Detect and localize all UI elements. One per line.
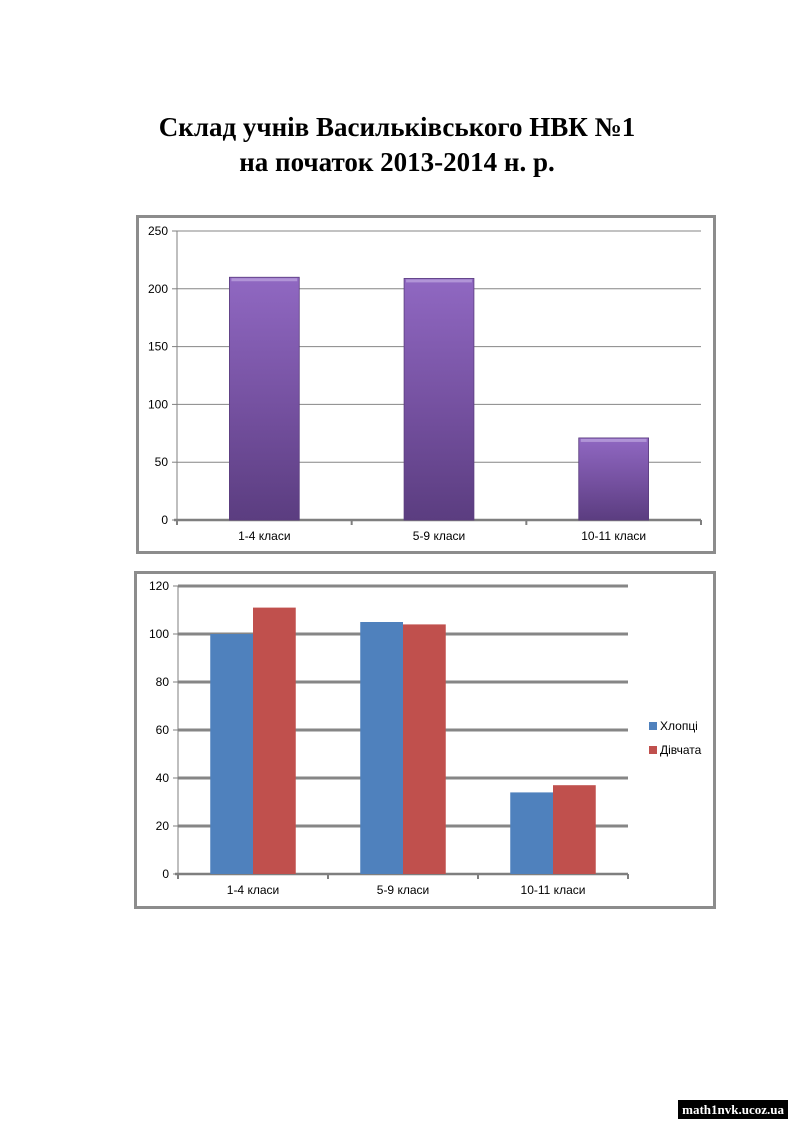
bar [403, 277, 475, 521]
total-students-chart: 0 50 100 150 200 250 1-4 класи 5-9 класи 10-11 к… [136, 215, 716, 554]
bar-girls [403, 624, 446, 874]
x-tick-label: 5-9 класи [413, 529, 465, 543]
legend-label: Хлопці [660, 719, 698, 733]
page-title-line-1: Склад учнів Васильківського НВК №1 [158, 112, 636, 142]
legend-swatch [649, 746, 657, 754]
y-tick-label: 100 [149, 627, 169, 641]
y-tick-label: 60 [156, 723, 170, 737]
y-tick-label: 80 [156, 675, 170, 689]
bar-boys [210, 634, 253, 874]
y-tick-label: 250 [148, 224, 168, 238]
bar-boys [510, 792, 553, 874]
y-tick-label: 100 [148, 397, 168, 411]
y-tick-label: 120 [149, 579, 169, 593]
site-watermark: math1nvk.ucoz.ua [678, 1100, 788, 1119]
bar-girls [253, 607, 296, 874]
bar-highlight [231, 278, 298, 282]
legend-label: Дівчата [660, 743, 702, 757]
total-students-chart-svg: 0 50 100 150 200 250 1-4 класи 5-9 класи 10-11 к… [148, 224, 702, 543]
bar-girls [553, 785, 596, 874]
x-tick-label: 1-4 класи [227, 883, 279, 897]
x-tick-label: 10-11 класи [581, 529, 646, 543]
y-tick-label: 40 [156, 771, 170, 785]
x-tick-label: 5-9 класи [377, 883, 429, 897]
page-title-line-2: на початок 2013-2014 н. р. [239, 147, 555, 177]
y-tick-label: 0 [161, 513, 168, 527]
y-tick-label: 200 [148, 282, 168, 296]
bar [578, 437, 650, 521]
y-tick-label: 20 [156, 819, 170, 833]
bar-highlight [406, 279, 472, 283]
y-tick-label: 0 [162, 867, 169, 881]
y-tick-label: 150 [148, 340, 168, 354]
gender-students-chart-svg: 0 20 40 60 80 100 120 1-4 класи 5-9 класи 10-11 к… [149, 579, 702, 897]
y-tick-label: 50 [155, 455, 169, 469]
bar-boys [360, 622, 403, 874]
bar [229, 276, 300, 521]
bar-highlight [580, 438, 647, 442]
x-tick-label: 10-11 класи [521, 883, 586, 897]
gender-students-chart: 0 20 40 60 80 100 120 1-4 класи 5-9 класи 10-11 к… [134, 571, 716, 909]
legend-swatch [649, 722, 657, 730]
x-tick-label: 1-4 класи [238, 529, 290, 543]
